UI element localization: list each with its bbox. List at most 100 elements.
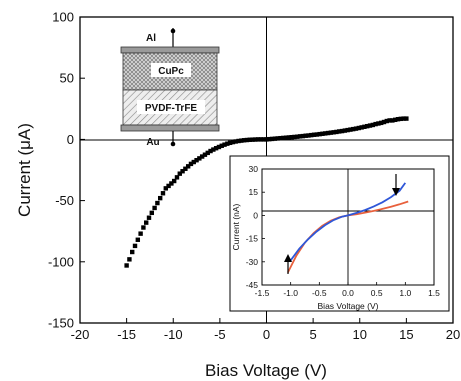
main-data-point: [337, 129, 342, 134]
inset-x-tick-label: -1.0: [283, 288, 298, 298]
device-schematic: CuPc PVDF-TrFE Al Au: [120, 28, 220, 148]
main-x-axis-label: Bias Voltage (V): [205, 361, 327, 380]
inset-x-tick-label: -0.5: [312, 288, 327, 298]
main-y-tick-label: 100: [52, 10, 74, 25]
main-data-point: [255, 137, 261, 142]
main-data-point: [365, 123, 370, 129]
cupc-label: CuPc: [158, 66, 184, 77]
au-label: Au: [146, 137, 159, 148]
main-x-tick-label: -5: [214, 327, 226, 342]
main-data-point: [342, 128, 348, 133]
main-data-point: [177, 171, 182, 176]
main-data-point: [306, 133, 311, 138]
main-data-point: [297, 134, 303, 139]
main-data-point: [227, 140, 233, 146]
main-x-tick-label: 15: [399, 327, 413, 342]
main-data-point: [163, 186, 168, 191]
main-data-point: [267, 136, 272, 142]
main-data-point: [155, 200, 160, 206]
main-x-axis: -20 -15 -10 -5 0 5 10 15 20: [71, 318, 460, 342]
inset-y-tick-label: -45: [246, 280, 259, 290]
main-data-point: [356, 125, 362, 131]
main-x-tick-label: 20: [446, 327, 460, 342]
main-data-point: [250, 137, 255, 142]
inset-x-axis-label: Bias Voltage (V): [318, 301, 379, 311]
main-data-point: [325, 130, 331, 136]
main-data-point: [219, 143, 224, 148]
main-data-point: [188, 161, 194, 167]
downward-arrow: [392, 174, 400, 196]
main-data-point: [339, 128, 345, 134]
main-x-tick-label: 10: [353, 327, 367, 342]
main-data-point: [124, 263, 129, 268]
inset-y-tick-label: 30: [249, 164, 259, 174]
main-data-point: [320, 131, 325, 136]
main-data-point: [166, 183, 171, 189]
main-y-tick-label: -50: [55, 193, 74, 208]
main-data-point: [359, 125, 364, 130]
main-data-point: [152, 205, 157, 211]
upward-arrow: [284, 254, 292, 274]
main-data-point: [225, 141, 230, 146]
main-data-point: [387, 118, 392, 123]
main-data-point: [334, 129, 339, 135]
main-data-point: [191, 159, 196, 165]
top-contact-dot: [170, 28, 176, 34]
inset-x-tick-label: -1.5: [255, 288, 270, 298]
main-y-axis-label: Current (μA): [15, 123, 34, 217]
main-data-point: [328, 130, 334, 135]
main-data-point: [362, 124, 367, 129]
main-x-tick-label: 5: [310, 327, 317, 342]
main-data-point: [149, 210, 155, 216]
main-data-point: [132, 243, 138, 249]
inset-x-axis: -1.5 -1.0 -0.5 0.0 0.5 1.0 1.5: [255, 282, 440, 298]
main-data-point: [157, 195, 163, 201]
main-data-point: [370, 122, 376, 128]
main-y-tick-label: -150: [48, 316, 74, 331]
main-y-tick-label: 0: [67, 132, 74, 147]
pvdf-label-bg: [137, 100, 205, 114]
main-data-point: [247, 137, 252, 142]
main-data-point: [373, 121, 378, 127]
main-data-point: [130, 249, 135, 255]
main-data-point: [295, 134, 300, 139]
main-data-point: [275, 136, 280, 141]
main-data-point: [244, 137, 250, 143]
main-data-point: [241, 138, 247, 143]
main-data-point: [401, 116, 406, 121]
main-data-point: [199, 154, 205, 159]
main-data-point: [309, 132, 314, 138]
main-data-point: [230, 139, 236, 145]
inset-y-axis-label: Current (nA): [231, 203, 241, 250]
main-data-point: [376, 121, 381, 126]
pvdf-trfe-label: PVDF-TrFE: [145, 103, 198, 114]
main-data-point: [398, 116, 403, 122]
main-data-point: [141, 225, 146, 230]
inset-chart: -1.5 -1.0 -0.5 0.0 0.5 1.0 1.5 30150-15-30-45 …: [229, 155, 450, 312]
main-data-point: [367, 123, 373, 128]
main-data-point: [311, 132, 317, 137]
main-data-point: [194, 158, 199, 163]
main-data-point: [264, 137, 269, 142]
main-x-tick-label: -20: [71, 327, 90, 342]
main-y-tick-label: 50: [60, 71, 74, 86]
main-data-point: [239, 138, 244, 143]
main-data-point: [269, 136, 275, 142]
inset-y-tick-label: 0: [253, 210, 258, 220]
main-data-point: [272, 136, 278, 141]
main-data-point: [146, 215, 152, 220]
main-data-point: [216, 144, 222, 150]
al-electrode: [120, 46, 220, 54]
main-data-point: [258, 137, 264, 142]
main-data-point: [317, 131, 322, 137]
main-data-point: [323, 131, 328, 136]
main-data-point: [222, 142, 227, 147]
main-data-point: [348, 127, 353, 132]
main-data-point: [404, 116, 409, 121]
inset-x-tick-label: 1.0: [399, 288, 411, 298]
main-data-point: [351, 126, 356, 132]
main-data-point: [331, 130, 336, 135]
main-data-point: [395, 117, 401, 122]
main-data-point: [381, 119, 387, 125]
main-data-point: [236, 138, 241, 144]
